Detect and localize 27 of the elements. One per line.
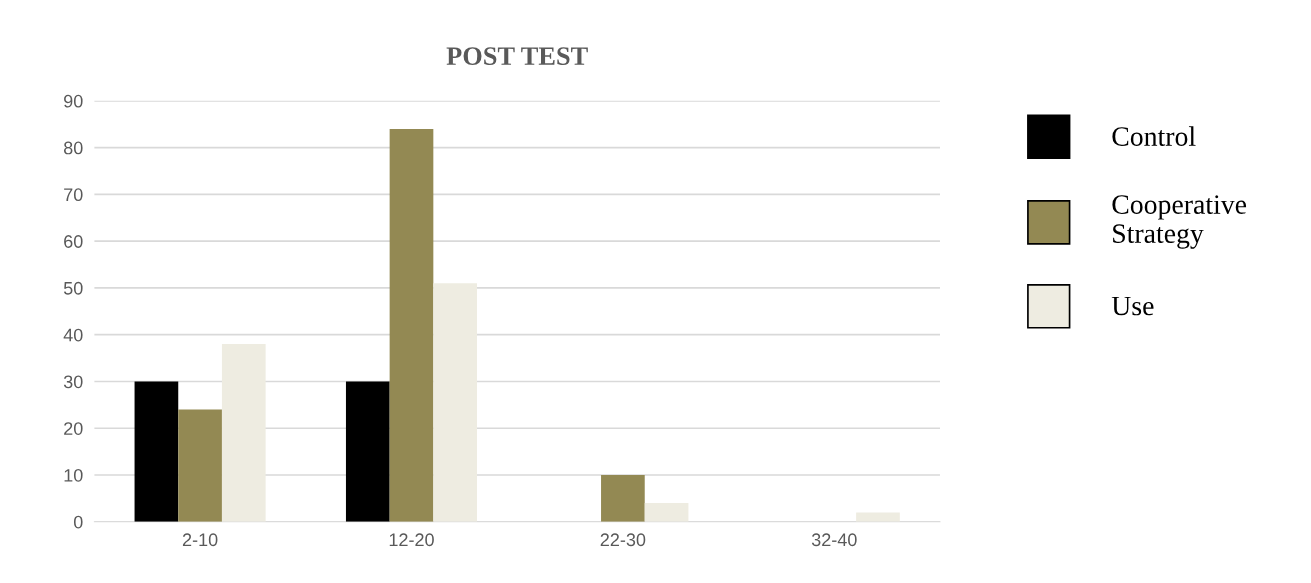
bar [178,409,222,522]
x-tick-label: 32-40 [811,533,857,547]
bar [345,381,390,522]
x-tick-label: 22-30 [600,533,646,547]
y-tick-label: 80 [63,141,83,155]
legend-label: Control [1112,126,1196,146]
y-tick-label: 20 [64,422,83,435]
bar [644,503,689,522]
y-tick-label: 10 [64,468,83,482]
bar [221,344,266,522]
bar [134,381,179,522]
bar [601,475,645,522]
x-tick-label: 2-10 [182,533,218,547]
chart-title: POST TEST [446,47,588,66]
y-tick-label: 60 [64,235,83,248]
y-tick-label: 40 [63,328,83,342]
legend-label: Cooperative Strategy [1112,195,1247,249]
legend-label: Use [1111,296,1154,316]
y-tick-label: 30 [63,375,83,389]
bar [389,128,434,522]
x-tick-label: 12-20 [389,533,434,547]
y-tick-label: 90 [64,94,83,108]
y-tick-label: 0 [73,515,83,529]
y-tick-label: 70 [64,188,83,202]
bar [433,283,478,522]
y-tick-label: 50 [63,281,83,295]
bar [856,512,900,522]
